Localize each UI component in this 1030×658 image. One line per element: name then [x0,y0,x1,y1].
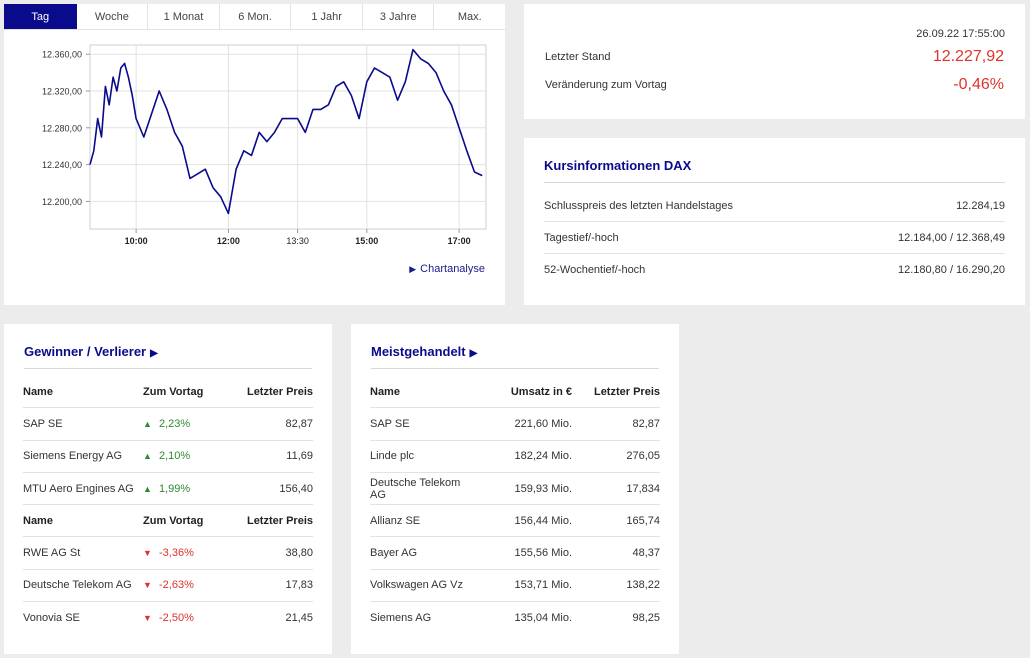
arrow-down-icon: ▼ [143,580,152,591]
table-row[interactable]: Siemens Energy AG ▲ 2,10% 11,69 [23,441,313,473]
x-tick-label: 17:00 [448,236,471,246]
change-value: -0,46% [953,76,1004,93]
y-tick-label: 12.200,00 [42,197,82,207]
tab-3-years[interactable]: 3 Jahre [363,4,435,29]
quote-timestamp: 26.09.22 17:55:00 [916,28,1005,40]
info-row-last-close: Schlusspreis des letzten Handelstages 12… [544,190,1005,222]
info-label: Tagestief/-hoch [544,231,619,244]
play-arrow-icon: ▶ [409,264,417,274]
price-info-title: Kursinformationen DAX [544,158,1005,183]
table-row[interactable]: Bayer AG 155,56 Mio. 48,37 [370,537,660,570]
most-traded-panel: Meistgehandelt ▶ Name Umsatz in € Letzter… [351,324,679,654]
table-row[interactable]: RWE AG St ▼ -3,36% 38,80 [23,537,313,570]
table-row[interactable]: Volkswagen AG Vz 153,71 Mio. 138,22 [370,570,660,603]
info-label: Schlusspreis des letzten Handelstages [544,199,733,212]
price-info-panel: Kursinformationen DAX Schlusspreis des l… [524,138,1025,305]
table-row[interactable]: Siemens AG 135,04 Mio. 98,25 [370,612,660,625]
table-header: Name Umsatz in € Letzter Preis [370,376,660,409]
arrow-up-icon: ▲ [143,483,152,494]
x-tick-label: 12:00 [217,236,240,246]
last-price-row: Letzter Stand 12.227,92 [545,48,1004,66]
table-row[interactable]: SAP SE 221,60 Mio. 82,87 [370,408,660,441]
tab-week[interactable]: Woche [77,4,149,29]
plot-frame [89,44,487,230]
x-tick-label: 15:00 [355,236,378,246]
timeframe-tabs: Tag Woche 1 Monat 6 Mon. 1 Jahr 3 Jahre … [4,4,505,30]
tab-day[interactable]: Tag [4,4,77,29]
table-row[interactable]: Deutsche Telekom AG 159,93 Mio. 17,834 [370,473,660,506]
last-price-value: 12.227,92 [932,48,1004,65]
table-row[interactable]: Deutsche Telekom AG ▼ -2,63% 17,83 [23,570,313,603]
table-row[interactable]: Linde plc 182,24 Mio. 276,05 [370,441,660,473]
info-row-day-range: Tagestief/-hoch 12.184,00 / 12.368,49 [544,222,1005,254]
index-chart-panel: Tag Woche 1 Monat 6 Mon. 1 Jahr 3 Jahre … [4,4,505,305]
dax-series-line [89,48,483,215]
arrow-down-icon: ▼ [143,613,152,624]
tab-max[interactable]: Max. [457,10,482,23]
play-arrow-icon: ▶ [469,348,478,359]
table-row[interactable]: SAP SE ▲ 2,23% 82,87 [23,408,313,441]
most-traded-table: Name Umsatz in € Letzter Preis SAP SE 22… [370,376,660,634]
info-row-52-week-range: 52-Wochentief/-hoch 12.180,80 / 16.290,2… [544,254,1005,286]
change-label: Veränderung zum Vortag [545,79,667,91]
table-header-losers: Name Zum Vortag Letzter Preis [23,505,313,538]
quote-panel: 26.09.22 17:55:00 Letzter Stand 12.227,9… [524,4,1025,119]
change-row: Veränderung zum Vortag -0,46% [545,76,1004,94]
y-tick-label: 12.280,00 [42,123,82,133]
table-row[interactable]: Allianz SE 156,44 Mio. 165,74 [370,505,660,538]
y-tick-label: 12.320,00 [42,87,82,97]
info-value: 12.184,00 / 12.368,49 [897,231,1005,244]
gainers-losers-title[interactable]: Gewinner / Verlierer ▶ [24,344,312,369]
tab-1-year[interactable]: 1 Jahr [291,4,363,29]
chart-analysis-link[interactable]: ▶ Chartanalyse [409,263,485,275]
last-price-label: Letzter Stand [545,51,611,63]
arrow-up-icon: ▲ [143,418,152,429]
table-header-gainers: Name Zum Vortag Letzter Preis [23,376,313,409]
x-tick-label: 13:30 [286,236,309,246]
gainers-losers-table: Name Zum Vortag Letzter Preis SAP SE ▲ 2,… [23,376,313,634]
tab-6-months[interactable]: 6 Mon. [220,4,292,29]
arrow-down-icon: ▼ [143,548,152,559]
y-tick-label: 12.240,00 [42,160,82,170]
info-value: 12.284,19 [956,199,1005,212]
gainers-losers-panel: Gewinner / Verlierer ▶ Name Zum Vortag Le… [4,324,332,654]
table-row[interactable]: Vonovia SE ▼ -2,50% 21,45 [23,612,313,625]
intraday-line-chart[interactable]: 12.360,00 12.320,00 12.280,00 12.240,00 12.2… [4,30,505,255]
most-traded-title[interactable]: Meistgehandelt ▶ [371,344,659,369]
arrow-up-icon: ▲ [143,451,152,462]
info-label: 52-Wochentief/-hoch [544,264,646,276]
tab-1-month[interactable]: 1 Monat [148,4,220,29]
y-tick-label: 12.360,00 [42,50,82,60]
table-row[interactable]: MTU Aero Engines AG ▲ 1,99% 156,40 [23,473,313,506]
info-value: 12.180,80 / 16.290,20 [897,264,1005,276]
play-arrow-icon: ▶ [150,348,158,359]
x-tick-label: 10:00 [125,236,148,246]
